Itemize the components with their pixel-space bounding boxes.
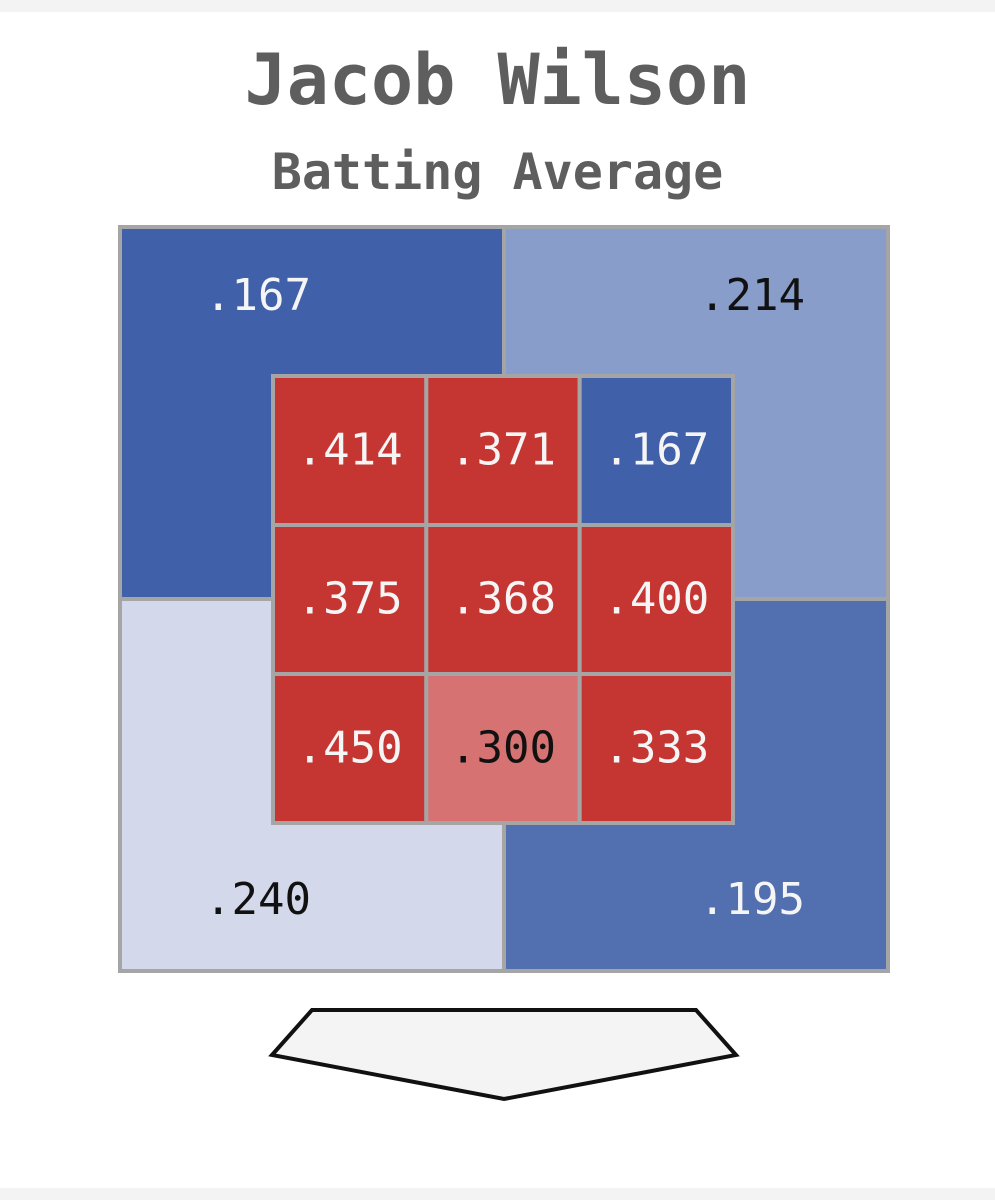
- inner-zone-3-3: [577, 672, 735, 825]
- inner-zone-2-1-label: .375: [297, 574, 403, 625]
- inner-zone-2-2: [424, 523, 582, 676]
- inner-zone-1-2-label: .371: [450, 425, 556, 476]
- outer-zone-top-right-label: .214: [699, 270, 805, 321]
- inner-zone-3-3-label: .333: [603, 723, 709, 774]
- inner-zone-1-1-label: .414: [297, 425, 403, 476]
- inner-zone-1-3: [577, 374, 735, 527]
- outer-zone-bottom-left-label: .240: [205, 874, 311, 925]
- inner-zone-3-1-label: .450: [297, 723, 403, 774]
- inner-zone-2-1: [271, 523, 429, 676]
- inner-zone-3-1: [271, 672, 429, 825]
- inner-zone-grid: .414 .371 .167 .375 .368 .400 .450 .300 .333: [271, 374, 735, 825]
- inner-zone-1-3-label: .167: [603, 425, 709, 476]
- outer-zone-top-left-label: .167: [205, 270, 311, 321]
- chart-subtitle: Batting Average: [271, 143, 724, 201]
- outer-zone-bottom-right-label: .195: [699, 874, 805, 925]
- inner-zone-2-2-label: .368: [450, 574, 556, 625]
- inner-zone-3-2-label: .300: [450, 723, 556, 774]
- inner-zone-2-3-label: .400: [603, 574, 709, 625]
- home-plate: [268, 1008, 740, 1102]
- chart-title: Jacob Wilson: [244, 39, 751, 121]
